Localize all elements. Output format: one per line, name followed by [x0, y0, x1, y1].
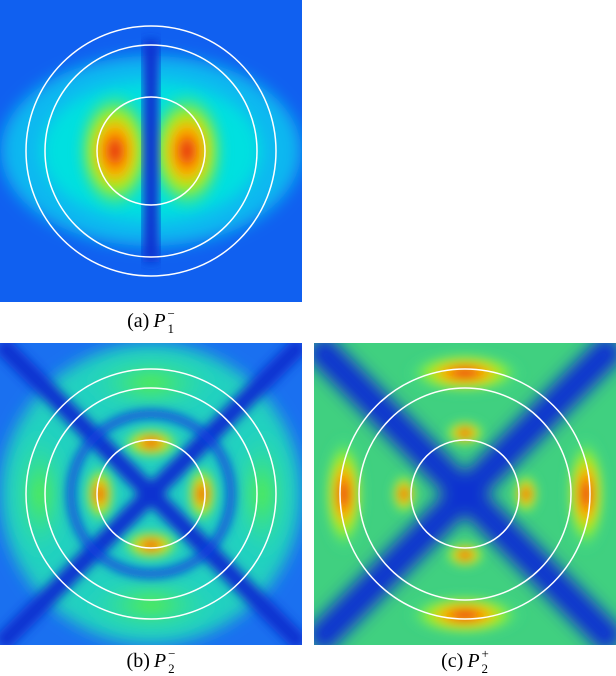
caption-label: (a)	[127, 309, 150, 332]
caption-sub: 2	[168, 661, 175, 676]
field-plot-a	[0, 0, 302, 302]
caption-sup: +	[481, 646, 489, 661]
field-plot-b	[0, 343, 302, 645]
caption-label: (c)	[441, 649, 464, 672]
caption-a: (a) P −1	[0, 306, 302, 336]
caption-symbol: P	[467, 649, 480, 672]
caption-sup: −	[167, 306, 175, 321]
caption-label: (b)	[126, 649, 150, 672]
caption-indices: +2	[482, 647, 489, 675]
caption-b: (b) P −2	[0, 646, 302, 676]
caption-c: (c) P +2	[314, 646, 616, 676]
caption-symbol: P	[153, 649, 167, 672]
caption-sub: 2	[481, 661, 489, 676]
caption-sup: −	[168, 646, 176, 661]
field-plot-c	[314, 343, 616, 645]
caption-indices: −2	[168, 647, 175, 675]
caption-sub: 1	[167, 321, 175, 336]
caption-indices: −1	[168, 307, 175, 335]
caption-symbol: P	[153, 309, 166, 332]
